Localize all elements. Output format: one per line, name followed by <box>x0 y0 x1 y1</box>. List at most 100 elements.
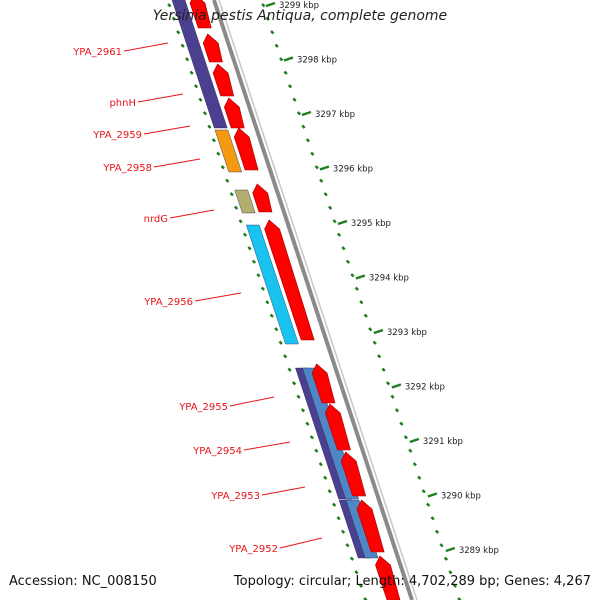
kbp-label: 3293 kbp <box>387 328 427 338</box>
outer-tick <box>323 192 328 197</box>
inner-tick <box>296 394 301 399</box>
outer-tick <box>279 57 284 62</box>
feature-color-track <box>171 0 379 559</box>
cds-arrow <box>311 363 336 404</box>
gene-label: YPA_2954 <box>192 446 242 457</box>
cds-arrow <box>356 499 385 553</box>
topology-text: Topology: circular; Length: 4,702,289 bp… <box>233 574 591 589</box>
gene-label: nrdG <box>144 214 168 225</box>
inner-tick <box>167 3 172 8</box>
gene-leader-line <box>137 93 184 103</box>
gene-labels: YPA_2961 phnH YPA_2959 YPA_2958 nrdG YPA_2956… <box>72 42 323 555</box>
gene-leader-line <box>279 537 323 549</box>
gene-leader-line <box>261 486 306 496</box>
kbp-label: 3292 kbp <box>405 383 445 393</box>
inner-tick <box>358 583 363 588</box>
outer-tick <box>412 462 417 467</box>
kbp-label: 3290 kbp <box>441 492 481 502</box>
genome-backbone <box>212 0 418 600</box>
outer-tick <box>377 354 382 359</box>
inner-tick <box>234 205 239 210</box>
kbp-major-tick <box>391 383 402 389</box>
inner-tick <box>305 421 310 426</box>
gene-leader-line <box>194 292 242 302</box>
outer-tick <box>457 597 462 600</box>
kbp-major-tick <box>445 546 456 553</box>
inner-tick <box>185 57 190 62</box>
outer-tick <box>274 43 279 48</box>
genome-title: Yersinia pestis Antiqua, complete genome <box>152 8 448 24</box>
outer-tick <box>287 84 293 89</box>
outer-tick <box>341 246 346 251</box>
outer-tick <box>368 327 373 332</box>
inner-tick <box>283 354 288 359</box>
outer-tick <box>390 394 395 399</box>
accession-text: Accession: NC_008150 <box>9 574 157 589</box>
inner-tick <box>332 502 337 507</box>
inner-tick <box>202 111 208 116</box>
outer-tick-track <box>261 3 462 600</box>
kbp-label: 3294 kbp <box>369 274 409 284</box>
outer-tick <box>314 165 319 170</box>
kbp-major-tick <box>301 110 312 117</box>
kbp-major-tick <box>409 437 420 444</box>
outer-tick <box>283 70 288 75</box>
outer-tick <box>296 111 302 116</box>
gene-label: YPA_2959 <box>92 130 142 141</box>
outer-tick <box>439 543 444 548</box>
outer-tick <box>359 300 364 305</box>
gene-leader-line <box>169 209 215 219</box>
inner-tick <box>207 124 212 129</box>
outer-tick <box>381 367 386 372</box>
outer-tick <box>372 340 377 345</box>
kbp-major-tick <box>373 328 384 335</box>
kbp-major-tick <box>319 165 330 171</box>
kbp-major-tick <box>427 492 438 498</box>
outer-tick <box>292 97 297 102</box>
inner-tick <box>345 543 350 548</box>
kbp-label: 3297 kbp <box>315 110 355 120</box>
inner-tick <box>287 367 292 372</box>
gene-leader-line <box>123 42 169 52</box>
outer-tick <box>265 16 270 21</box>
inner-tick <box>242 232 248 237</box>
inner-tick <box>354 570 359 575</box>
outer-tick <box>305 138 310 143</box>
inner-tick <box>216 151 221 156</box>
gene-label: YPA_2953 <box>210 491 260 502</box>
inner-tick <box>220 165 225 170</box>
gene-label: YPA_2956 <box>143 297 193 308</box>
kbp-scale-labels: 3299 kbp 3298 kbp 3297 kbp 3296 kbp 3295 kbp… <box>265 1 499 556</box>
outer-tick <box>363 313 368 318</box>
inner-tick <box>171 16 176 21</box>
cds-arrow <box>375 555 401 600</box>
feature-ypa2961 <box>171 0 228 129</box>
inner-tick <box>260 286 265 291</box>
outer-tick <box>394 408 400 413</box>
outer-tick <box>332 219 337 224</box>
inner-tick <box>323 475 328 480</box>
inner-tick <box>211 138 216 143</box>
kbp-major-tick <box>337 219 348 226</box>
outer-tick <box>336 232 342 237</box>
kbp-major-tick <box>355 274 366 280</box>
cds-arrow <box>202 33 223 63</box>
gene-leader-line <box>229 396 275 407</box>
gene-leader-line <box>143 125 191 135</box>
gene-label: phnH <box>109 98 136 109</box>
outer-tick <box>421 489 426 494</box>
kbp-label: 3299 kbp <box>279 1 319 11</box>
cds-arrow <box>223 97 245 129</box>
kbp-label: 3291 kbp <box>423 437 463 447</box>
cds-arrow <box>212 63 235 97</box>
kbp-major-tick <box>265 1 276 8</box>
gene-label: YPA_2955 <box>178 402 228 413</box>
outer-tick <box>430 516 435 521</box>
inner-tick <box>189 70 194 75</box>
outer-tick <box>426 502 431 507</box>
backbone-line <box>212 0 414 600</box>
inner-tick <box>309 435 314 440</box>
outer-tick <box>345 259 351 264</box>
inner-tick <box>265 300 270 305</box>
